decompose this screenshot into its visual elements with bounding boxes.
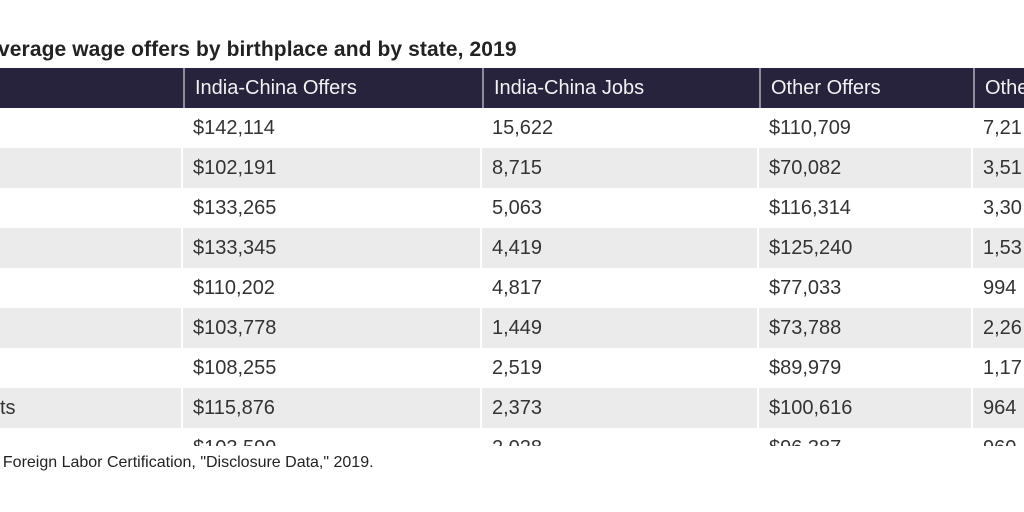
cell-state [0, 268, 181, 308]
header-india-china-jobs: India-China Jobs [482, 68, 757, 108]
cell-other-offers: $110,709 [759, 108, 971, 148]
header-other-offers: Other Offers [759, 68, 971, 108]
cell-india-china-jobs: 2,373 [482, 388, 757, 428]
cell-other-jobs: 2,26 [973, 308, 1024, 348]
cell-other-jobs: 964 [973, 388, 1024, 428]
cell-india-china-offers: $115,876 [183, 388, 480, 428]
cell-state [0, 348, 181, 388]
cell-india-china-offers: $108,255 [183, 348, 480, 388]
cell-other-offers: $70,082 [759, 148, 971, 188]
cell-india-china-jobs: 8,715 [482, 148, 757, 188]
cell-state [0, 148, 181, 188]
table-row: $103,5992,028$96,387960 [0, 428, 1024, 446]
table-row: $133,265 5,063 $116,314 3,30 [0, 188, 1024, 228]
table-row: $103,778 1,449 $73,788 2,26 [0, 308, 1024, 348]
cell-state [0, 428, 181, 446]
table-title: verage wage offers by birthplace and by … [0, 38, 517, 61]
cell-other-offers: $96,387 [759, 428, 971, 446]
header-other-jobs: Othe [973, 68, 1024, 108]
header-india-china-offers: India-China Offers [183, 68, 480, 108]
cell-india-china-jobs: 2,028 [482, 428, 757, 446]
cell-india-china-offers: $133,345 [183, 228, 480, 268]
cell-other-jobs: 3,51 [973, 148, 1024, 188]
cell-india-china-jobs: 4,419 [482, 228, 757, 268]
cell-state [0, 228, 181, 268]
cell-india-china-jobs: 2,519 [482, 348, 757, 388]
cell-india-china-jobs: 4,817 [482, 268, 757, 308]
cell-india-china-offers: $102,191 [183, 148, 480, 188]
cell-india-china-offers: $110,202 [183, 268, 480, 308]
cell-other-offers: $89,979 [759, 348, 971, 388]
table-row: $110,202 4,817 $77,033 994 [0, 268, 1024, 308]
cell-other-jobs: 994 [973, 268, 1024, 308]
cell-other-jobs: 7,21 [973, 108, 1024, 148]
cell-india-china-offers: $103,599 [183, 428, 480, 446]
cell-other-offers: $116,314 [759, 188, 971, 228]
header-state [0, 68, 181, 108]
table-header-row: India-China Offers India-China Jobs Othe… [0, 68, 1024, 108]
cell-india-china-offers: $103,778 [183, 308, 480, 348]
table-row: ts $115,876 2,373 $100,616 964 [0, 388, 1024, 428]
table-row: $102,191 8,715 $70,082 3,51 [0, 148, 1024, 188]
cell-state: ts [0, 388, 181, 428]
cell-other-offers: $100,616 [759, 388, 971, 428]
cell-india-china-jobs: 15,622 [482, 108, 757, 148]
cell-other-jobs: 3,30 [973, 188, 1024, 228]
table-row: $108,255 2,519 $89,979 1,17 [0, 348, 1024, 388]
cell-india-china-offers: $142,114 [183, 108, 480, 148]
cell-india-china-jobs: 5,063 [482, 188, 757, 228]
table-row: $142,114 15,622 $110,709 7,21 [0, 108, 1024, 148]
cell-state [0, 108, 181, 148]
cell-other-offers: $125,240 [759, 228, 971, 268]
cell-india-china-offers: $133,265 [183, 188, 480, 228]
cell-other-jobs: 1,17 [973, 348, 1024, 388]
source-note: f Foreign Labor Certification, "Disclosu… [0, 454, 374, 471]
cell-other-offers: $73,788 [759, 308, 971, 348]
cell-state [0, 308, 181, 348]
cell-other-jobs: 1,53 [973, 228, 1024, 268]
cell-india-china-jobs: 1,449 [482, 308, 757, 348]
cell-other-jobs: 960 [973, 428, 1024, 446]
wage-table: India-China Offers India-China Jobs Othe… [0, 68, 1024, 446]
table-row: $133,345 4,419 $125,240 1,53 [0, 228, 1024, 268]
cell-state [0, 188, 181, 228]
cell-other-offers: $77,033 [759, 268, 971, 308]
